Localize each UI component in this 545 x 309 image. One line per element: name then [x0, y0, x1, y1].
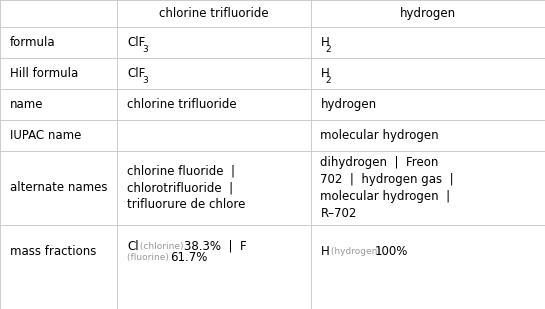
Text: name: name: [10, 98, 43, 111]
Text: 2: 2: [325, 45, 331, 54]
Text: chlorine trifluoride: chlorine trifluoride: [127, 98, 237, 111]
Text: 3: 3: [142, 45, 148, 54]
Text: (chlorine): (chlorine): [137, 242, 186, 251]
Text: chlorine trifluoride: chlorine trifluoride: [159, 7, 269, 20]
Text: alternate names: alternate names: [10, 181, 107, 194]
Text: molecular hydrogen: molecular hydrogen: [320, 129, 439, 142]
Text: (hydrogen): (hydrogen): [328, 247, 384, 256]
Text: Cl: Cl: [127, 239, 138, 252]
Text: ClF: ClF: [127, 67, 145, 80]
Text: H: H: [320, 36, 329, 49]
Text: dihydrogen  |  Freon
702  |  hydrogen gas  |
molecular hydrogen  |
R–702: dihydrogen | Freon 702 | hydrogen gas | …: [320, 156, 454, 220]
Text: Hill formula: Hill formula: [10, 67, 78, 80]
Text: 3: 3: [142, 76, 148, 85]
Text: H: H: [320, 245, 329, 258]
Text: 38.3%  |  F: 38.3% | F: [184, 239, 246, 252]
Text: 100%: 100%: [375, 245, 408, 258]
Text: hydrogen: hydrogen: [400, 7, 456, 20]
Text: 2: 2: [325, 76, 331, 85]
Text: 61.7%: 61.7%: [170, 251, 207, 264]
Text: ClF: ClF: [127, 36, 145, 49]
Text: IUPAC name: IUPAC name: [10, 129, 81, 142]
Text: hydrogen: hydrogen: [320, 98, 377, 111]
Text: mass fractions: mass fractions: [10, 245, 96, 258]
Text: H: H: [320, 67, 329, 80]
Text: formula: formula: [10, 36, 56, 49]
Text: (fluorine): (fluorine): [127, 252, 172, 261]
Text: chlorine fluoride  |
chlorotrifluoride  |
trifluorure de chlore: chlorine fluoride | chlorotrifluoride | …: [127, 164, 245, 211]
